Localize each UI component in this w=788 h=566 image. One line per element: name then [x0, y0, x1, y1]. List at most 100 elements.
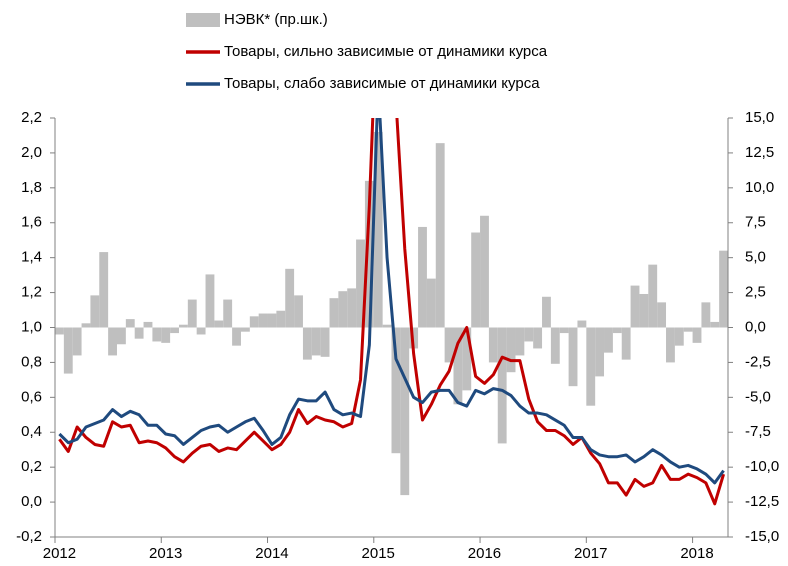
bar [373, 131, 383, 328]
y-tick-label: 1,0 [21, 318, 42, 335]
bar [444, 327, 454, 363]
line [58, 118, 725, 485]
bar [400, 327, 410, 496]
bar [533, 327, 543, 349]
y-tick-label: 0,2 [21, 458, 42, 475]
bar [152, 327, 162, 342]
y2-tick-label: 15,0 [745, 109, 774, 126]
bar [99, 252, 109, 328]
bar [719, 250, 728, 328]
bar [657, 302, 667, 328]
y2-tick-label: -5,0 [745, 388, 771, 405]
bar [134, 327, 144, 339]
bar [595, 327, 605, 377]
x-tick-label: 2013 [149, 545, 182, 562]
bar [90, 295, 100, 328]
bar [338, 291, 348, 328]
x-tick-label: 2014 [255, 545, 288, 562]
bar [347, 288, 357, 328]
bar [630, 285, 640, 328]
bar [223, 299, 233, 328]
x-tick-label: 2015 [362, 545, 395, 562]
bar [276, 310, 286, 328]
y-tick-label: 0,8 [21, 353, 42, 370]
bar [497, 327, 507, 444]
bar [382, 324, 392, 328]
bar [683, 327, 693, 332]
bar [710, 321, 720, 328]
bar [480, 215, 489, 328]
bar [108, 327, 117, 356]
bar [426, 278, 436, 328]
bar [72, 327, 82, 356]
bar [205, 274, 215, 328]
x-tick-label: 2012 [43, 545, 76, 562]
legend-label: Товары, сильно зависимые от динамики кур… [224, 43, 548, 60]
bar [559, 327, 569, 334]
bar [196, 327, 206, 335]
bar [391, 327, 401, 454]
bar [356, 239, 365, 328]
y-tick-label: 0,4 [21, 423, 42, 440]
y-tick-label: 0,0 [21, 493, 42, 510]
bar [515, 327, 525, 356]
bar [320, 327, 330, 357]
bar [116, 327, 126, 345]
bar [701, 302, 711, 328]
line-layer [58, 118, 726, 506]
y2-tick-label: 0,0 [745, 318, 766, 335]
bar [577, 320, 587, 328]
bar [648, 264, 658, 328]
bar [639, 293, 649, 328]
bar [170, 327, 179, 334]
y2-tick-label: -2,5 [745, 353, 771, 370]
bar [364, 180, 374, 328]
bar [125, 319, 135, 328]
y-tick-label: 1,8 [21, 179, 42, 196]
bar [143, 321, 153, 328]
x-tick-label: 2017 [574, 545, 607, 562]
line [58, 118, 726, 506]
bar [612, 327, 622, 334]
bar [214, 320, 224, 328]
bar [302, 327, 312, 360]
y2-tick-label: -7,5 [745, 423, 771, 440]
bar [568, 327, 578, 387]
bar [604, 327, 613, 353]
y2-tick-label: -12,5 [745, 493, 779, 510]
y2-tick-label: 5,0 [745, 249, 766, 266]
bar [418, 226, 427, 328]
y2-tick-label: 7,5 [745, 214, 766, 231]
bar [542, 296, 551, 328]
y-tick-label: -0,2 [16, 528, 42, 545]
bar [506, 327, 516, 373]
bar [586, 327, 596, 406]
y-tick-label: 1,2 [21, 284, 42, 301]
bar [435, 143, 445, 328]
bar [329, 298, 339, 328]
y2-tick-label: -10,0 [745, 458, 779, 475]
y2-tick-label: 2,5 [745, 284, 766, 301]
y-tick-label: 1,6 [21, 214, 42, 231]
bar [81, 323, 91, 328]
y-tick-label: 2,0 [21, 144, 42, 161]
x-tick-label: 2016 [468, 545, 501, 562]
axes: 2,2 2,0 1,8 1,6 1,4 1,2 1,0 0,8 0,6 0,4 0,2 0,0 -0,2… [16, 109, 779, 562]
bar [285, 268, 295, 328]
bar [674, 327, 684, 346]
bar [294, 295, 303, 328]
bar [666, 327, 675, 363]
bar [471, 232, 481, 328]
y2-tick-label: 10,0 [745, 179, 774, 196]
bar [178, 324, 188, 328]
bar [249, 316, 259, 328]
bar [621, 327, 631, 360]
y2-tick-label: -15,0 [745, 528, 779, 545]
legend-label: НЭВК* (пр.шк.) [224, 11, 328, 28]
bar [311, 327, 321, 356]
bar [462, 327, 472, 391]
bar [267, 313, 277, 328]
bar [63, 327, 73, 374]
bar [524, 327, 534, 342]
